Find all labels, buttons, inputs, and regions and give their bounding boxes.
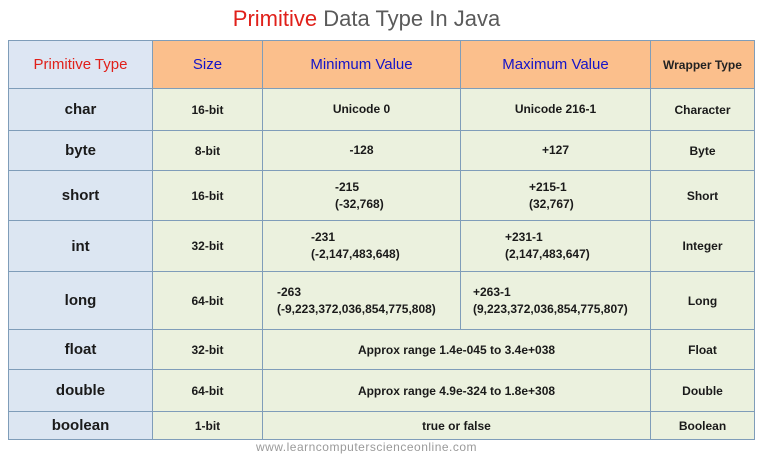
table-row: byte 8-bit -128 +127 Byte: [8, 130, 755, 171]
max-value-cell: +231-1 (2,147,483,647): [460, 220, 651, 272]
min-value-line: (-2,147,483,648): [311, 247, 400, 261]
min-value-line: Unicode 0: [332, 102, 391, 116]
header-size: Size: [152, 40, 263, 89]
range-cell: true or false: [262, 411, 651, 440]
min-value-cell: -263 (-9,223,372,036,854,775,808): [262, 271, 461, 330]
type-cell: short: [8, 170, 153, 221]
header-minimum-value: Minimum Value: [262, 40, 461, 89]
size-cell: 16-bit: [152, 88, 263, 131]
header-maximum-value: Maximum Value: [460, 40, 651, 89]
table-row: float 32-bit Approx range 1.4e-045 to 3.…: [8, 329, 755, 370]
type-cell: byte: [8, 130, 153, 171]
table-row: boolean 1-bit true or false Boolean: [8, 411, 755, 440]
max-value-cell: +127: [460, 130, 651, 171]
min-value-line: -263: [277, 284, 302, 299]
page-title: Primitive Data Type In Java: [0, 6, 733, 32]
type-cell: boolean: [8, 411, 153, 440]
size-cell: 8-bit: [152, 130, 263, 171]
min-value-line: (-32,768): [335, 196, 384, 211]
table-row: double 64-bit Approx range 4.9e-324 to 1…: [8, 369, 755, 412]
wrapper-cell: Long: [650, 271, 755, 330]
max-value-line: +263-1: [473, 284, 511, 299]
wrapper-cell: Short: [650, 170, 755, 221]
type-cell: long: [8, 271, 153, 330]
range-cell: Approx range 1.4e-045 to 3.4e+038: [262, 329, 651, 370]
primitive-types-table: Primitive Type Size Minimum Value Maximu…: [8, 40, 755, 440]
size-cell: 1-bit: [152, 411, 263, 440]
max-value-cell: +215-1 (32,767): [460, 170, 651, 221]
max-value-line: +215-1: [529, 179, 567, 194]
table-row: int 32-bit -231 (-2,147,483,648) +231-1 …: [8, 220, 755, 272]
min-value-cell: Unicode 0: [262, 88, 461, 131]
size-cell: 16-bit: [152, 170, 263, 221]
wrapper-cell: Character: [650, 88, 755, 131]
wrapper-cell: Integer: [650, 220, 755, 272]
max-value-line: +231-1: [505, 230, 543, 244]
min-value-line: (-9,223,372,036,854,775,808): [277, 301, 436, 316]
header-row: Primitive Type Size Minimum Value Maximu…: [8, 40, 755, 89]
header-wrapper-type: Wrapper Type: [650, 40, 755, 89]
size-cell: 32-bit: [152, 220, 263, 272]
title-rest: Data Type In Java: [317, 6, 501, 31]
range-cell: Approx range 4.9e-324 to 1.8e+308: [262, 369, 651, 412]
min-value-cell: -128: [262, 130, 461, 171]
type-cell: float: [8, 329, 153, 370]
max-value-line: (2,147,483,647): [505, 247, 590, 261]
title-accent: Primitive: [232, 6, 318, 31]
header-primitive-type: Primitive Type: [8, 40, 153, 89]
type-cell: double: [8, 369, 153, 412]
wrapper-cell: Boolean: [650, 411, 755, 440]
table-row: char 16-bit Unicode 0 Unicode 216-1 Char…: [8, 88, 755, 131]
wrapper-cell: Float: [650, 329, 755, 370]
wrapper-cell: Double: [650, 369, 755, 412]
min-value-line: -128: [349, 143, 374, 157]
max-value-cell: Unicode 216-1: [460, 88, 651, 131]
size-cell: 32-bit: [152, 329, 263, 370]
min-value-cell: -231 (-2,147,483,648): [262, 220, 461, 272]
table-row: short 16-bit -215 (-32,768) +215-1 (32,7…: [8, 170, 755, 221]
table-row: long 64-bit -263 (-9,223,372,036,854,775…: [8, 271, 755, 330]
max-value-line: +127: [541, 143, 570, 157]
max-value-line: (32,767): [529, 196, 574, 211]
website-footer: www.learncomputerscienceonline.com: [255, 440, 478, 454]
max-value-line: (9,223,372,036,854,775,807): [473, 301, 628, 316]
min-value-cell: -215 (-32,768): [262, 170, 461, 221]
size-cell: 64-bit: [152, 271, 263, 330]
type-cell: char: [8, 88, 153, 131]
size-cell: 64-bit: [152, 369, 263, 412]
max-value-cell: +263-1 (9,223,372,036,854,775,807): [460, 271, 651, 330]
min-value-line: -215: [335, 179, 360, 194]
max-value-line: Unicode 216-1: [514, 102, 597, 116]
type-cell: int: [8, 220, 153, 272]
min-value-line: -231: [311, 230, 336, 244]
wrapper-cell: Byte: [650, 130, 755, 171]
